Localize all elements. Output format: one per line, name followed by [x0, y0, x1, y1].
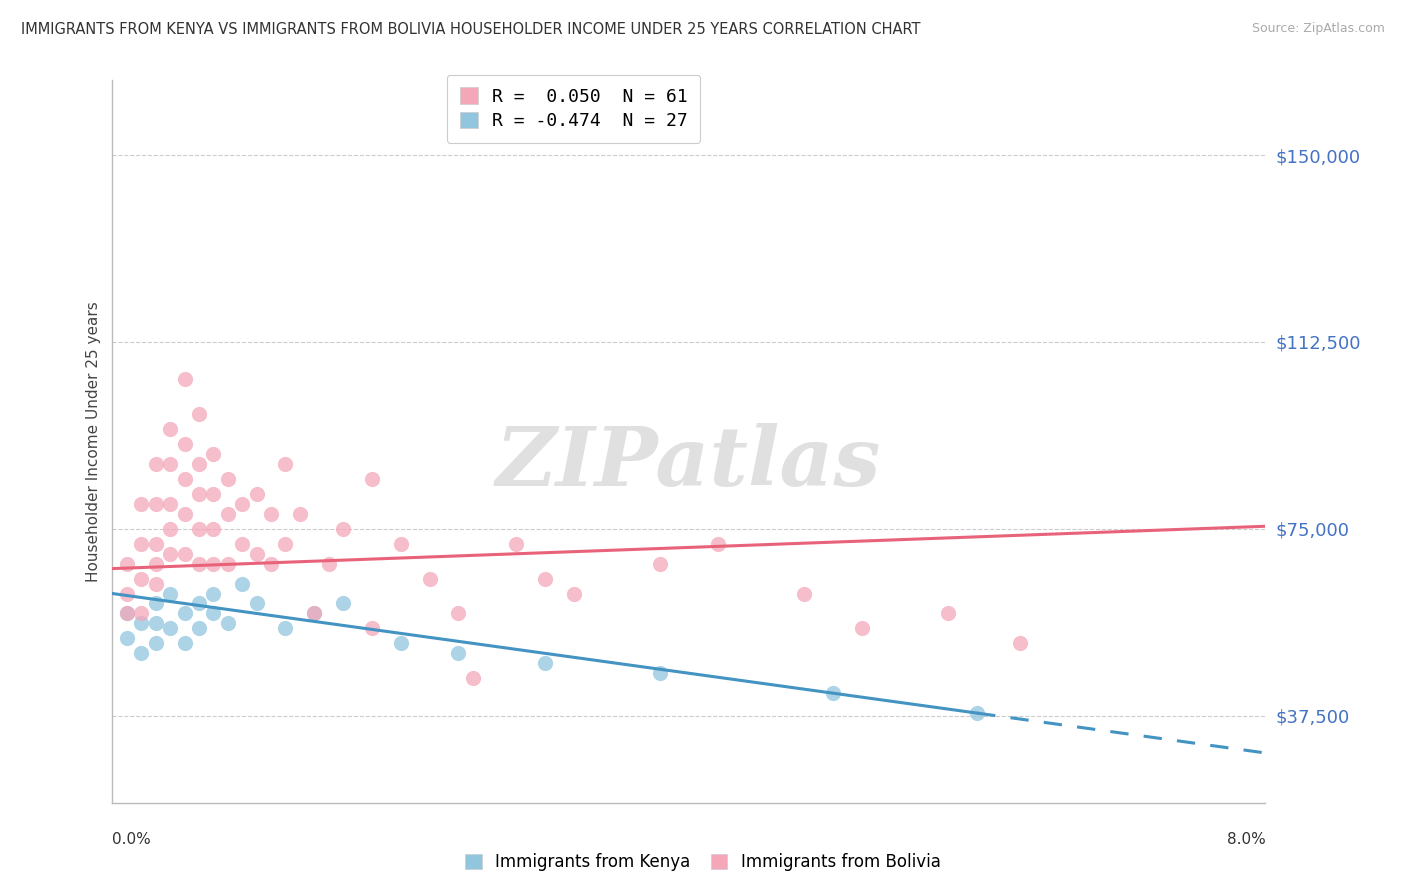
Point [419, 572, 441, 586]
Point [332, 597, 354, 611]
Point [188, 407, 211, 421]
Point [260, 507, 283, 521]
Point [246, 547, 269, 561]
Point [260, 557, 283, 571]
Point [202, 522, 225, 536]
Point [173, 372, 195, 386]
Point [562, 586, 585, 600]
Point [1010, 636, 1032, 650]
Point [304, 607, 326, 621]
Point [188, 457, 211, 471]
Point [274, 537, 297, 551]
Point [145, 597, 167, 611]
Point [231, 497, 253, 511]
Point [231, 537, 253, 551]
Point [274, 621, 297, 635]
Point [129, 616, 153, 631]
Point [129, 572, 153, 586]
Point [389, 636, 412, 650]
Point [129, 537, 153, 551]
Point [159, 497, 181, 511]
Point [966, 706, 988, 720]
Point [115, 557, 138, 571]
Point [145, 576, 167, 591]
Point [173, 507, 195, 521]
Point [821, 686, 844, 700]
Point [188, 522, 211, 536]
Point [447, 646, 470, 660]
Point [447, 607, 470, 621]
Point [332, 522, 354, 536]
Point [173, 437, 195, 451]
Text: 0.0%: 0.0% [112, 831, 152, 847]
Point [648, 666, 672, 681]
Point [851, 621, 873, 635]
Point [217, 557, 239, 571]
Point [461, 671, 484, 685]
Point [173, 636, 195, 650]
Point [793, 586, 815, 600]
Point [202, 487, 225, 501]
Point [115, 607, 138, 621]
Point [159, 621, 181, 635]
Point [389, 537, 412, 551]
Point [129, 607, 153, 621]
Point [202, 607, 225, 621]
Point [274, 457, 297, 471]
Point [173, 472, 195, 486]
Point [188, 621, 211, 635]
Point [159, 586, 181, 600]
Point [129, 497, 153, 511]
Point [159, 422, 181, 436]
Point [173, 607, 195, 621]
Y-axis label: Householder Income Under 25 years: Householder Income Under 25 years [86, 301, 101, 582]
Legend: Immigrants from Kenya, Immigrants from Bolivia: Immigrants from Kenya, Immigrants from B… [457, 845, 949, 880]
Point [145, 537, 167, 551]
Point [188, 557, 211, 571]
Point [188, 597, 211, 611]
Point [129, 646, 153, 660]
Point [115, 607, 138, 621]
Point [533, 657, 555, 671]
Point [115, 632, 138, 646]
Point [938, 607, 960, 621]
Point [533, 572, 555, 586]
Point [318, 557, 340, 571]
Point [145, 636, 167, 650]
Point [648, 557, 672, 571]
Point [188, 487, 211, 501]
Point [246, 597, 269, 611]
Point [707, 537, 730, 551]
Point [217, 616, 239, 631]
Point [159, 457, 181, 471]
Point [217, 472, 239, 486]
Point [173, 547, 195, 561]
Text: 8.0%: 8.0% [1226, 831, 1265, 847]
Point [115, 586, 138, 600]
Point [145, 457, 167, 471]
Point [159, 522, 181, 536]
Point [202, 586, 225, 600]
Text: Source: ZipAtlas.com: Source: ZipAtlas.com [1251, 22, 1385, 36]
Point [145, 616, 167, 631]
Point [202, 557, 225, 571]
Point [288, 507, 311, 521]
Text: IMMIGRANTS FROM KENYA VS IMMIGRANTS FROM BOLIVIA HOUSEHOLDER INCOME UNDER 25 YEA: IMMIGRANTS FROM KENYA VS IMMIGRANTS FROM… [21, 22, 921, 37]
Point [246, 487, 269, 501]
Point [202, 447, 225, 461]
Point [145, 497, 167, 511]
Point [360, 472, 382, 486]
Legend: R =  0.050  N = 61, R = -0.474  N = 27: R = 0.050 N = 61, R = -0.474 N = 27 [447, 75, 700, 143]
Text: ZIPatlas: ZIPatlas [496, 423, 882, 503]
Point [304, 607, 326, 621]
Point [231, 576, 253, 591]
Point [145, 557, 167, 571]
Point [217, 507, 239, 521]
Point [360, 621, 382, 635]
Point [505, 537, 527, 551]
Point [159, 547, 181, 561]
